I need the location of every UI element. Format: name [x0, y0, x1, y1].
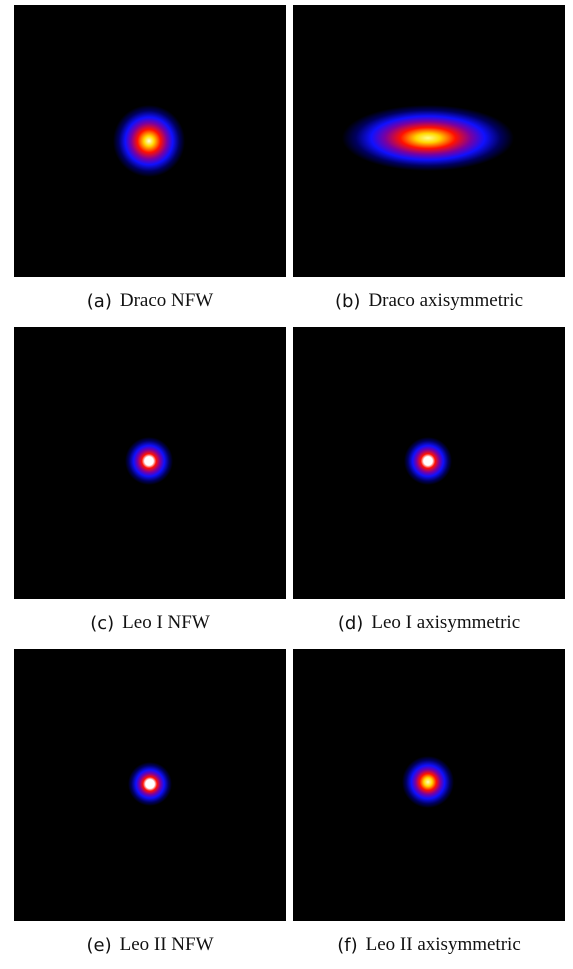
panel-tag: (d) — [337, 612, 364, 634]
panel-d: (d) Leo I axisymmetric — [293, 327, 565, 647]
emission-blob — [404, 437, 452, 485]
sky-map-image — [293, 649, 565, 921]
panel-tag: (b) — [334, 290, 361, 312]
panel-label: Draco NFW — [119, 290, 214, 311]
panel-f: (f) Leo II axisymmetric — [293, 649, 565, 969]
emission-blob — [128, 762, 172, 806]
emission-map — [293, 5, 565, 277]
panel-label: Leo II NFW — [119, 934, 214, 955]
emission-blob — [342, 105, 514, 171]
emission-blob — [125, 437, 173, 485]
panel-tag: (a) — [86, 290, 112, 312]
sky-map-image — [293, 327, 565, 599]
panel-caption: (c) Leo I NFW — [14, 599, 286, 647]
panel-caption: (a) Draco NFW — [14, 277, 286, 325]
panel-caption: (e) Leo II NFW — [14, 921, 286, 969]
panel-label: Leo I NFW — [122, 612, 210, 633]
panel-tag: (f) — [337, 934, 358, 956]
emission-map — [14, 649, 286, 921]
panel-caption: (f) Leo II axisymmetric — [293, 921, 565, 969]
emission-map — [14, 5, 286, 277]
emission-map — [293, 649, 565, 921]
panel-tag: (e) — [86, 934, 112, 956]
panel-a: (a) Draco NFW — [14, 5, 286, 325]
emission-map — [14, 327, 286, 599]
emission-map — [293, 327, 565, 599]
sky-map-image — [14, 327, 286, 599]
panel-label: Leo II axisymmetric — [365, 934, 521, 955]
sky-map-image — [14, 5, 286, 277]
panel-e: (e) Leo II NFW — [14, 649, 286, 969]
panel-tag: (c) — [90, 612, 115, 634]
sky-map-image — [14, 649, 286, 921]
panel-b: (b) Draco axisymmetric — [293, 5, 565, 325]
emission-blob — [113, 105, 185, 177]
sky-map-image — [293, 5, 565, 277]
panel-c: (c) Leo I NFW — [14, 327, 286, 647]
panel-label: Leo I axisymmetric — [371, 612, 521, 633]
emission-blob — [402, 756, 454, 808]
panel-caption: (b) Draco axisymmetric — [293, 277, 565, 325]
panel-label: Draco axisymmetric — [368, 290, 524, 311]
panel-caption: (d) Leo I axisymmetric — [293, 599, 565, 647]
